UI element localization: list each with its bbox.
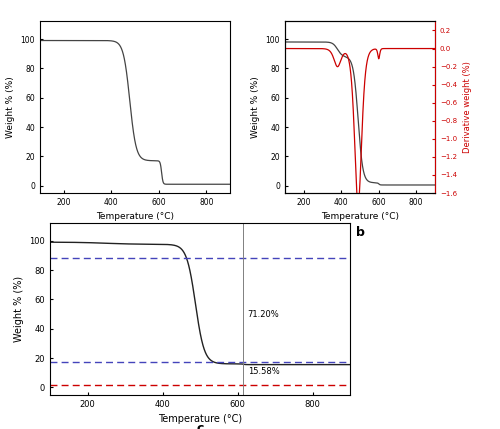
- Y-axis label: Weight % (%): Weight % (%): [251, 76, 260, 138]
- Text: b: b: [356, 226, 364, 239]
- Text: a: a: [131, 226, 139, 239]
- Text: 15.58%: 15.58%: [248, 367, 280, 376]
- Y-axis label: Weight % (%): Weight % (%): [6, 76, 15, 138]
- X-axis label: Temperature (°C): Temperature (°C): [158, 414, 242, 424]
- X-axis label: Temperature (°C): Temperature (°C): [321, 212, 399, 221]
- Y-axis label: Derivative weight (%): Derivative weight (%): [462, 61, 471, 153]
- X-axis label: Temperature (°C): Temperature (°C): [96, 212, 174, 221]
- Text: c: c: [196, 423, 203, 429]
- Text: 71.20%: 71.20%: [247, 310, 278, 319]
- Y-axis label: Weight % (%): Weight % (%): [14, 276, 24, 342]
